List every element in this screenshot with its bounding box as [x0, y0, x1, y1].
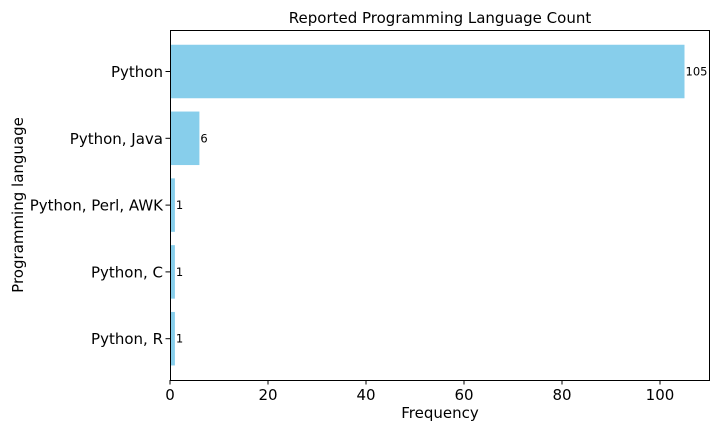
- x-tick-label: 60: [454, 386, 473, 404]
- chart-title: Reported Programming Language Count: [289, 9, 592, 27]
- x-tick-label: 80: [552, 386, 571, 404]
- y-tick-label: Python, R: [91, 330, 163, 348]
- y-axis-ticks: Python Python, Java Python, Perl, AWK Pytho…: [30, 63, 170, 348]
- bar: [170, 178, 175, 232]
- bar: [170, 245, 175, 299]
- x-tick-label: 40: [356, 386, 375, 404]
- plot-frame: [170, 30, 710, 381]
- bar-data-label: 1: [176, 265, 183, 279]
- data-labels-group: 105 6 1 1 1: [176, 65, 708, 346]
- y-tick-label: Python, C: [91, 263, 163, 281]
- bars-group: [170, 44, 685, 366]
- bar: [170, 44, 685, 99]
- y-tick-label: Python, Java: [70, 130, 163, 148]
- bar: [170, 311, 175, 366]
- x-tick-label: 20: [258, 386, 277, 404]
- y-tick-label: Python: [111, 63, 163, 81]
- x-axis-ticks: 0 20 40 60 80 100: [165, 380, 674, 404]
- x-axis-label: Frequency: [401, 404, 479, 422]
- bar-data-label: 105: [686, 65, 708, 79]
- y-axis-label: Programming language: [9, 117, 27, 293]
- x-tick-label: 100: [646, 386, 675, 404]
- x-tick-label: 0: [165, 386, 175, 404]
- bar-data-label: 1: [176, 198, 183, 212]
- y-tick-label: Python, Perl, AWK: [30, 197, 164, 215]
- bar: [170, 111, 200, 166]
- bar-data-label: 6: [200, 131, 207, 145]
- bar-data-label: 1: [176, 332, 183, 346]
